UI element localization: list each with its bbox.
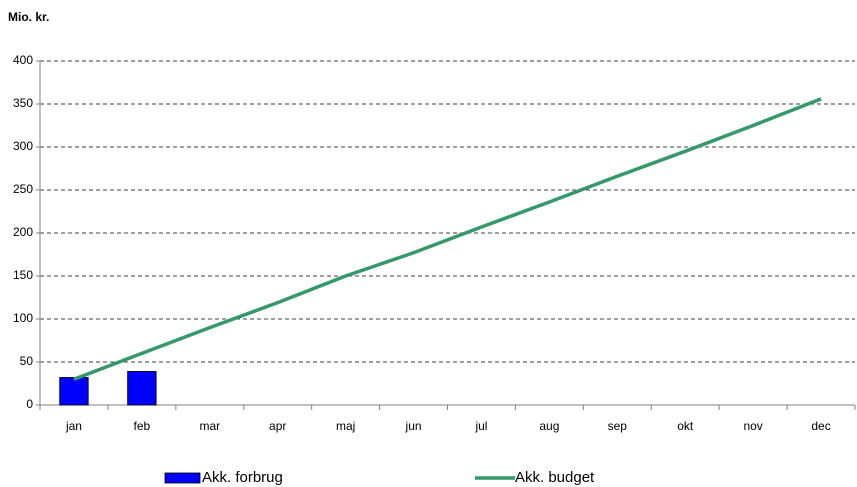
- x-tick-label: okt: [677, 419, 694, 433]
- y-tick-label: 0: [26, 397, 33, 411]
- y-tick-label: 250: [13, 182, 33, 196]
- x-tick-label: jul: [474, 419, 487, 433]
- y-tick-label: 400: [13, 53, 33, 67]
- y-tick-label: 200: [13, 225, 33, 239]
- legend-label: Akk. budget: [515, 469, 595, 486]
- y-tick-label: 150: [13, 268, 33, 282]
- line: [73, 97, 822, 381]
- x-tick-label: apr: [269, 419, 286, 433]
- y-tick-label: 350: [13, 96, 33, 110]
- x-tick-label: jun: [405, 419, 422, 433]
- y-tick-label: 300: [13, 139, 33, 153]
- legend-label: Akk. forbrug: [202, 469, 283, 486]
- x-tick-label: dec: [811, 419, 830, 433]
- legend-swatch: [164, 472, 201, 484]
- x-tick-label: mar: [199, 419, 220, 433]
- x-tick-label: maj: [336, 419, 355, 433]
- y-tick-label: 50: [20, 354, 34, 368]
- x-tick-label: nov: [743, 419, 762, 433]
- x-tick-label: aug: [539, 419, 559, 433]
- chart-title: Mio. kr.: [8, 10, 49, 24]
- bar: [127, 371, 157, 406]
- y-tick-label: 100: [13, 311, 33, 325]
- x-tick-label: sep: [608, 419, 628, 433]
- x-tick-label: jan: [65, 419, 82, 433]
- bar: [59, 377, 89, 406]
- x-tick-label: feb: [134, 419, 151, 433]
